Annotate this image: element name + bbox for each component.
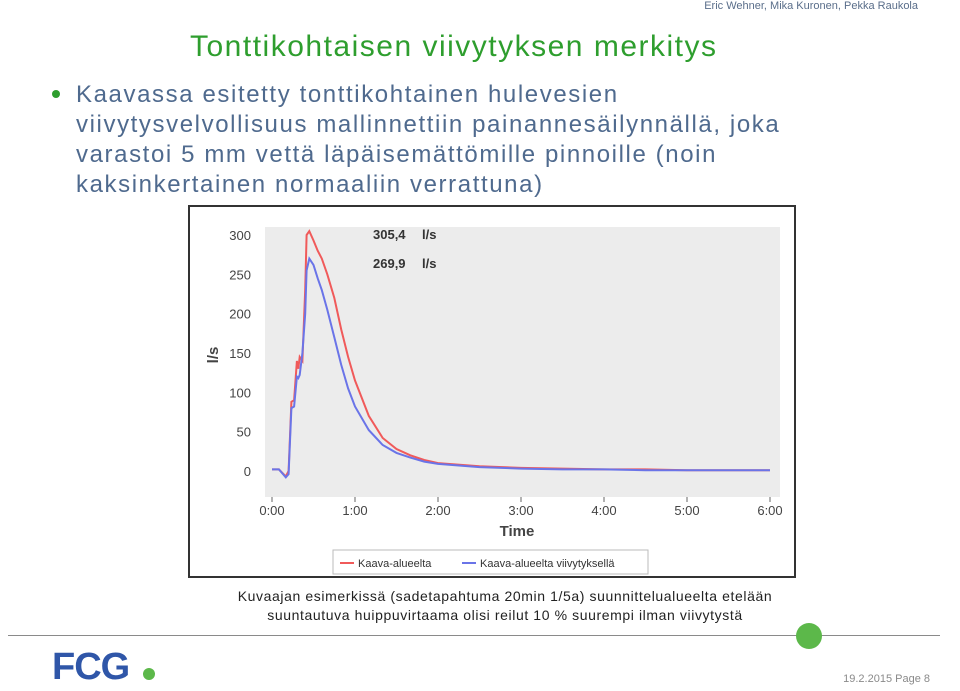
x-tick-label: 2:00 [425, 503, 450, 518]
y-tick-label: 150 [229, 346, 251, 361]
x-tick-label: 6:00 [757, 503, 782, 518]
peak-annotation-value: 305,4 [373, 227, 406, 242]
y-tick-label: 200 [229, 307, 251, 322]
legend: Kaava-alueelta Kaava-alueelta viivytykse… [332, 549, 649, 575]
chart-frame: l/s Time 0 50 100 150 200 250 300 0:00 1:00 2:00 3… [188, 205, 796, 578]
y-tick-label: 250 [229, 267, 251, 282]
x-tick-label: 3:00 [508, 503, 533, 518]
caption-line-1: Kuvaajan esimerkissä (sadetapahtuma 20mi… [237, 588, 773, 604]
peak-annotation-unit: l/s [422, 227, 436, 242]
slide-title: Tonttikohtaisen viivytyksen merkitys [190, 30, 718, 63]
bullet-text: Kaavassa esitetty tonttikohtainen huleve… [76, 81, 781, 198]
flow-chart: l/s Time 0 50 100 150 200 250 300 0:00 1:00 2:00 3… [205, 227, 783, 575]
bullet-dot-icon [52, 90, 60, 98]
green-dot-icon [796, 623, 822, 649]
y-tick-label: 100 [229, 385, 251, 400]
x-tick-label: 1:00 [342, 503, 367, 518]
x-tick-label: 5:00 [674, 503, 699, 518]
y-tick-label: 0 [244, 464, 251, 479]
legend-label-series-1: Kaava-alueelta [358, 558, 432, 570]
x-tick-label: 0:00 [259, 503, 284, 518]
peak-annotation-value: 269,9 [373, 256, 406, 271]
date-page-number: 19.2.2015 Page 8 [843, 673, 930, 685]
legend-border [332, 549, 649, 575]
footer-divider [8, 635, 940, 636]
y-axis-label: l/s [205, 347, 222, 364]
x-tick-label: 4:00 [591, 503, 616, 518]
fcg-logo: FCG [52, 646, 130, 688]
author-credit: Eric Wehner, Mika Kuronen, Pekka Raukola [704, 0, 918, 12]
bullet-point: Kaavassa esitetty tonttikohtainen huleve… [48, 80, 848, 200]
x-axis-label: Time [500, 523, 535, 540]
plot-background [265, 227, 780, 497]
caption-line-2: suuntautuva huippuvirtaama olisi reilut … [267, 607, 743, 623]
y-tick-label: 300 [229, 228, 251, 243]
peak-annotation-unit: l/s [422, 256, 436, 271]
series-line-2 [272, 256, 770, 479]
y-tick-label: 50 [237, 425, 251, 440]
logo-dot-icon [143, 668, 155, 680]
figure-caption: Kuvaajan esimerkissä (sadetapahtuma 20mi… [160, 587, 850, 625]
legend-label-series-2: Kaava-alueelta viivytyksellä [480, 558, 615, 570]
